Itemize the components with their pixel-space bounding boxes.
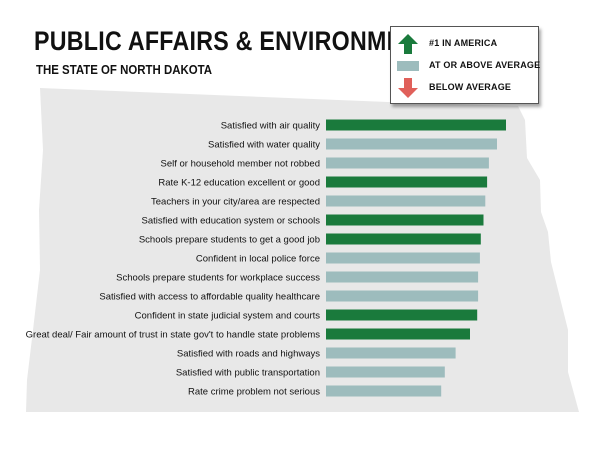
bar — [326, 252, 480, 264]
up-arrow-icon — [398, 34, 418, 54]
legend-label-rank1: #1 IN AMERICA — [429, 38, 498, 48]
category-label: Rate crime problem not serious — [188, 387, 320, 398]
bar — [326, 214, 484, 226]
bar — [326, 157, 489, 169]
legend-item-rank1: #1 IN AMERICA — [397, 33, 537, 55]
bar — [326, 290, 479, 302]
bar-swatch-icon — [397, 61, 419, 71]
category-label: Satisfied with access to affordable qual… — [99, 292, 320, 303]
bar — [326, 366, 445, 378]
down-arrow-icon — [398, 78, 418, 98]
bar — [326, 347, 456, 359]
bar — [326, 385, 442, 397]
category-label: Confident in state judicial system and c… — [135, 311, 321, 322]
category-label: Satisfied with air quality — [221, 121, 321, 132]
category-label: Schools prepare students to get a good j… — [139, 235, 320, 246]
bar — [326, 138, 497, 150]
bar — [326, 176, 488, 188]
bar — [326, 195, 486, 207]
page-subtitle: THE STATE OF NORTH DAKOTA — [36, 62, 213, 77]
category-label: Teachers in your city/area are respected — [151, 197, 320, 208]
category-label: Satisfied with public transportation — [176, 368, 320, 379]
legend-item-below-average: BELOW AVERAGE — [397, 77, 537, 99]
category-label: Satisfied with roads and highways — [177, 349, 320, 360]
legend-label-above-average: AT OR ABOVE AVERAGE — [429, 60, 541, 70]
category-label: Satisfied with water quality — [208, 140, 320, 151]
category-label: Rate K-12 education excellent or good — [158, 178, 320, 189]
bar — [326, 309, 478, 321]
category-label: Schools prepare students for workplace s… — [116, 273, 320, 284]
legend-box: #1 IN AMERICA AT OR ABOVE AVERAGE BELOW … — [390, 26, 541, 104]
bar — [326, 119, 506, 131]
legend-label-below-average: BELOW AVERAGE — [429, 82, 512, 92]
bar — [326, 328, 470, 340]
category-label: Satisfied with education system or schoo… — [142, 216, 321, 227]
bar — [326, 233, 481, 245]
page-title: PUBLIC AFFAIRS & ENVIRONMENT — [34, 26, 434, 56]
category-label: Great deal/ Fair amount of trust in stat… — [26, 330, 321, 341]
category-label: Self or household member not robbed — [161, 159, 321, 170]
category-label: Confident in local police force — [196, 254, 320, 265]
legend-item-above-average: AT OR ABOVE AVERAGE — [397, 55, 541, 77]
bar — [326, 271, 479, 283]
